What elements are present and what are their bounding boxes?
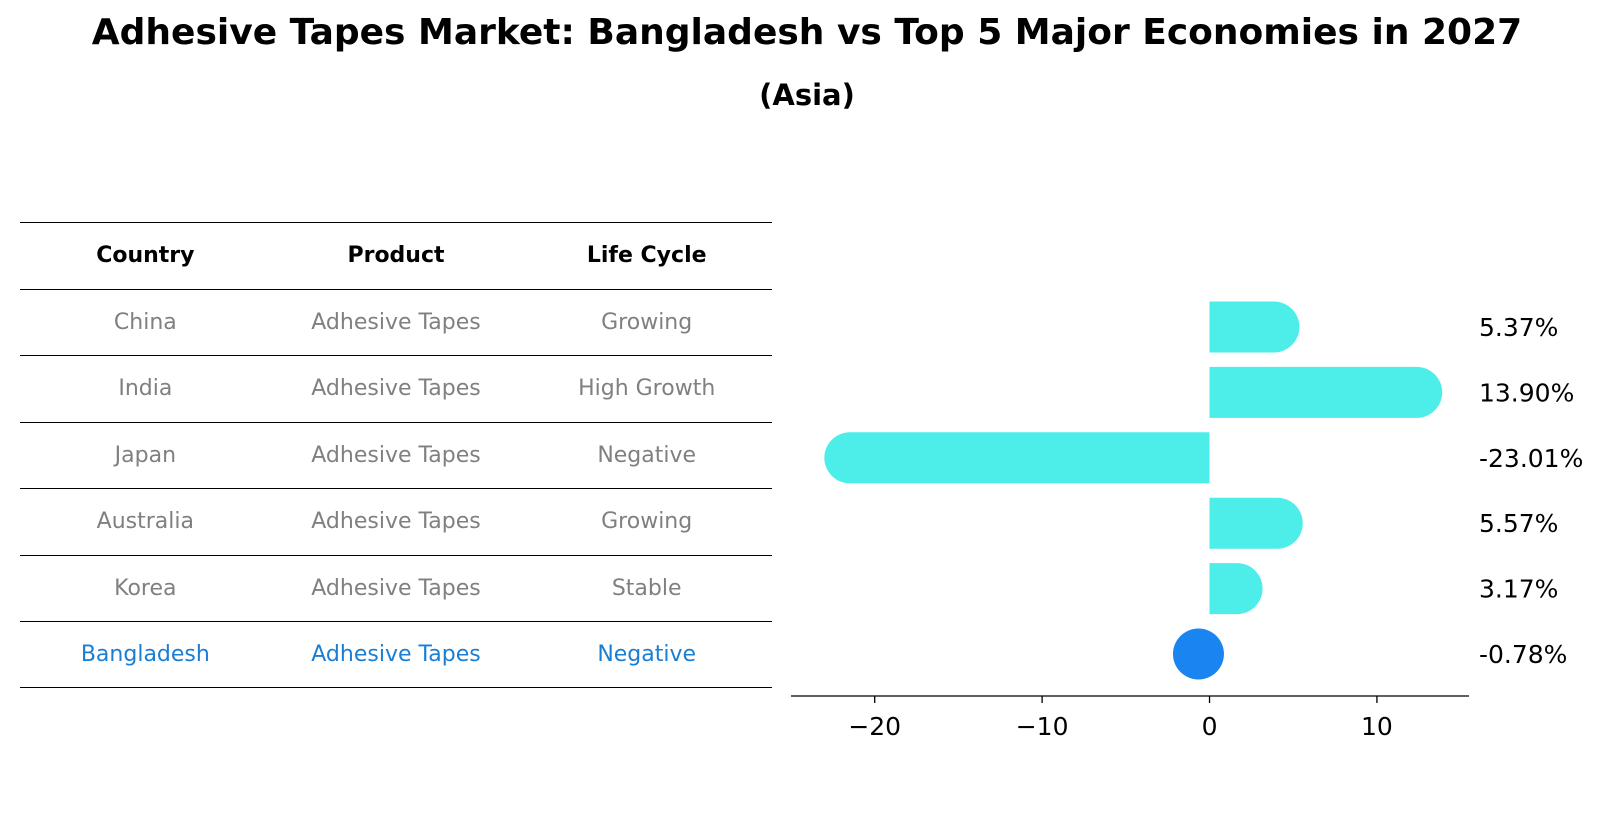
cell-life-cycle: Negative <box>597 641 697 667</box>
bar-australia <box>1209 497 1303 549</box>
value-label-australia: 5.57% <box>1479 509 1558 538</box>
cell-country: Korea <box>114 575 177 601</box>
cell-country: Japan <box>114 442 177 468</box>
x-tick-label: −20 <box>848 712 901 741</box>
bar-bangladesh <box>1172 628 1224 680</box>
cell-life-cycle: High Growth <box>578 376 716 402</box>
value-label-bangladesh: -0.78% <box>1479 640 1567 669</box>
cell-country: Australia <box>96 509 194 535</box>
cell-life-cycle: Growing <box>601 309 693 335</box>
cell-product: Adhesive Tapes <box>311 376 481 402</box>
cell-life-cycle: Negative <box>597 442 697 468</box>
table-header-row: Country Product Life Cycle <box>20 222 772 289</box>
cell-product: Adhesive Tapes <box>311 309 481 335</box>
cell-product: Adhesive Tapes <box>311 442 481 468</box>
cell-product: Adhesive Tapes <box>311 575 481 601</box>
table-row: India Adhesive Tapes High Growth <box>20 355 772 422</box>
value-label-china: 5.37% <box>1479 313 1558 342</box>
value-label-korea: 3.17% <box>1479 575 1558 604</box>
cell-life-cycle: Growing <box>601 509 693 535</box>
x-tick-label: −10 <box>1016 712 1069 741</box>
chart-title: Adhesive Tapes Market: Bangladesh vs Top… <box>91 12 1523 53</box>
table-row: Japan Adhesive Tapes Negative <box>20 421 772 489</box>
comparison-table: Country Product Life Cycle China Adhesiv… <box>20 222 772 688</box>
cell-life-cycle: Stable <box>611 575 682 601</box>
table-row: China Adhesive Tapes Growing <box>20 288 772 356</box>
header-life-cycle: Life Cycle <box>586 243 707 269</box>
cell-country: India <box>118 376 173 402</box>
bar-korea <box>1209 563 1263 615</box>
bar-china <box>1209 301 1300 353</box>
chart-subtitle: (Asia) <box>759 78 855 112</box>
value-label-japan: -23.01% <box>1479 444 1583 473</box>
x-tick-label: 0 <box>1202 712 1218 741</box>
table-row: Australia Adhesive Tapes Growing <box>20 488 772 555</box>
header-country: Country <box>96 243 195 269</box>
cell-country: China <box>113 309 177 335</box>
table-row: Korea Adhesive Tapes Stable <box>20 554 772 622</box>
cell-product: Adhesive Tapes <box>311 509 481 535</box>
table-row-highlighted: Bangladesh Adhesive Tapes Negative <box>20 621 772 688</box>
value-label-india: 13.90% <box>1479 378 1574 407</box>
cell-country: Bangladesh <box>80 641 210 667</box>
bar-japan <box>824 432 1210 484</box>
header-product: Product <box>347 243 445 269</box>
cell-product: Adhesive Tapes <box>311 641 481 667</box>
bar-india <box>1209 366 1443 418</box>
x-tick-label: 10 <box>1361 712 1393 741</box>
